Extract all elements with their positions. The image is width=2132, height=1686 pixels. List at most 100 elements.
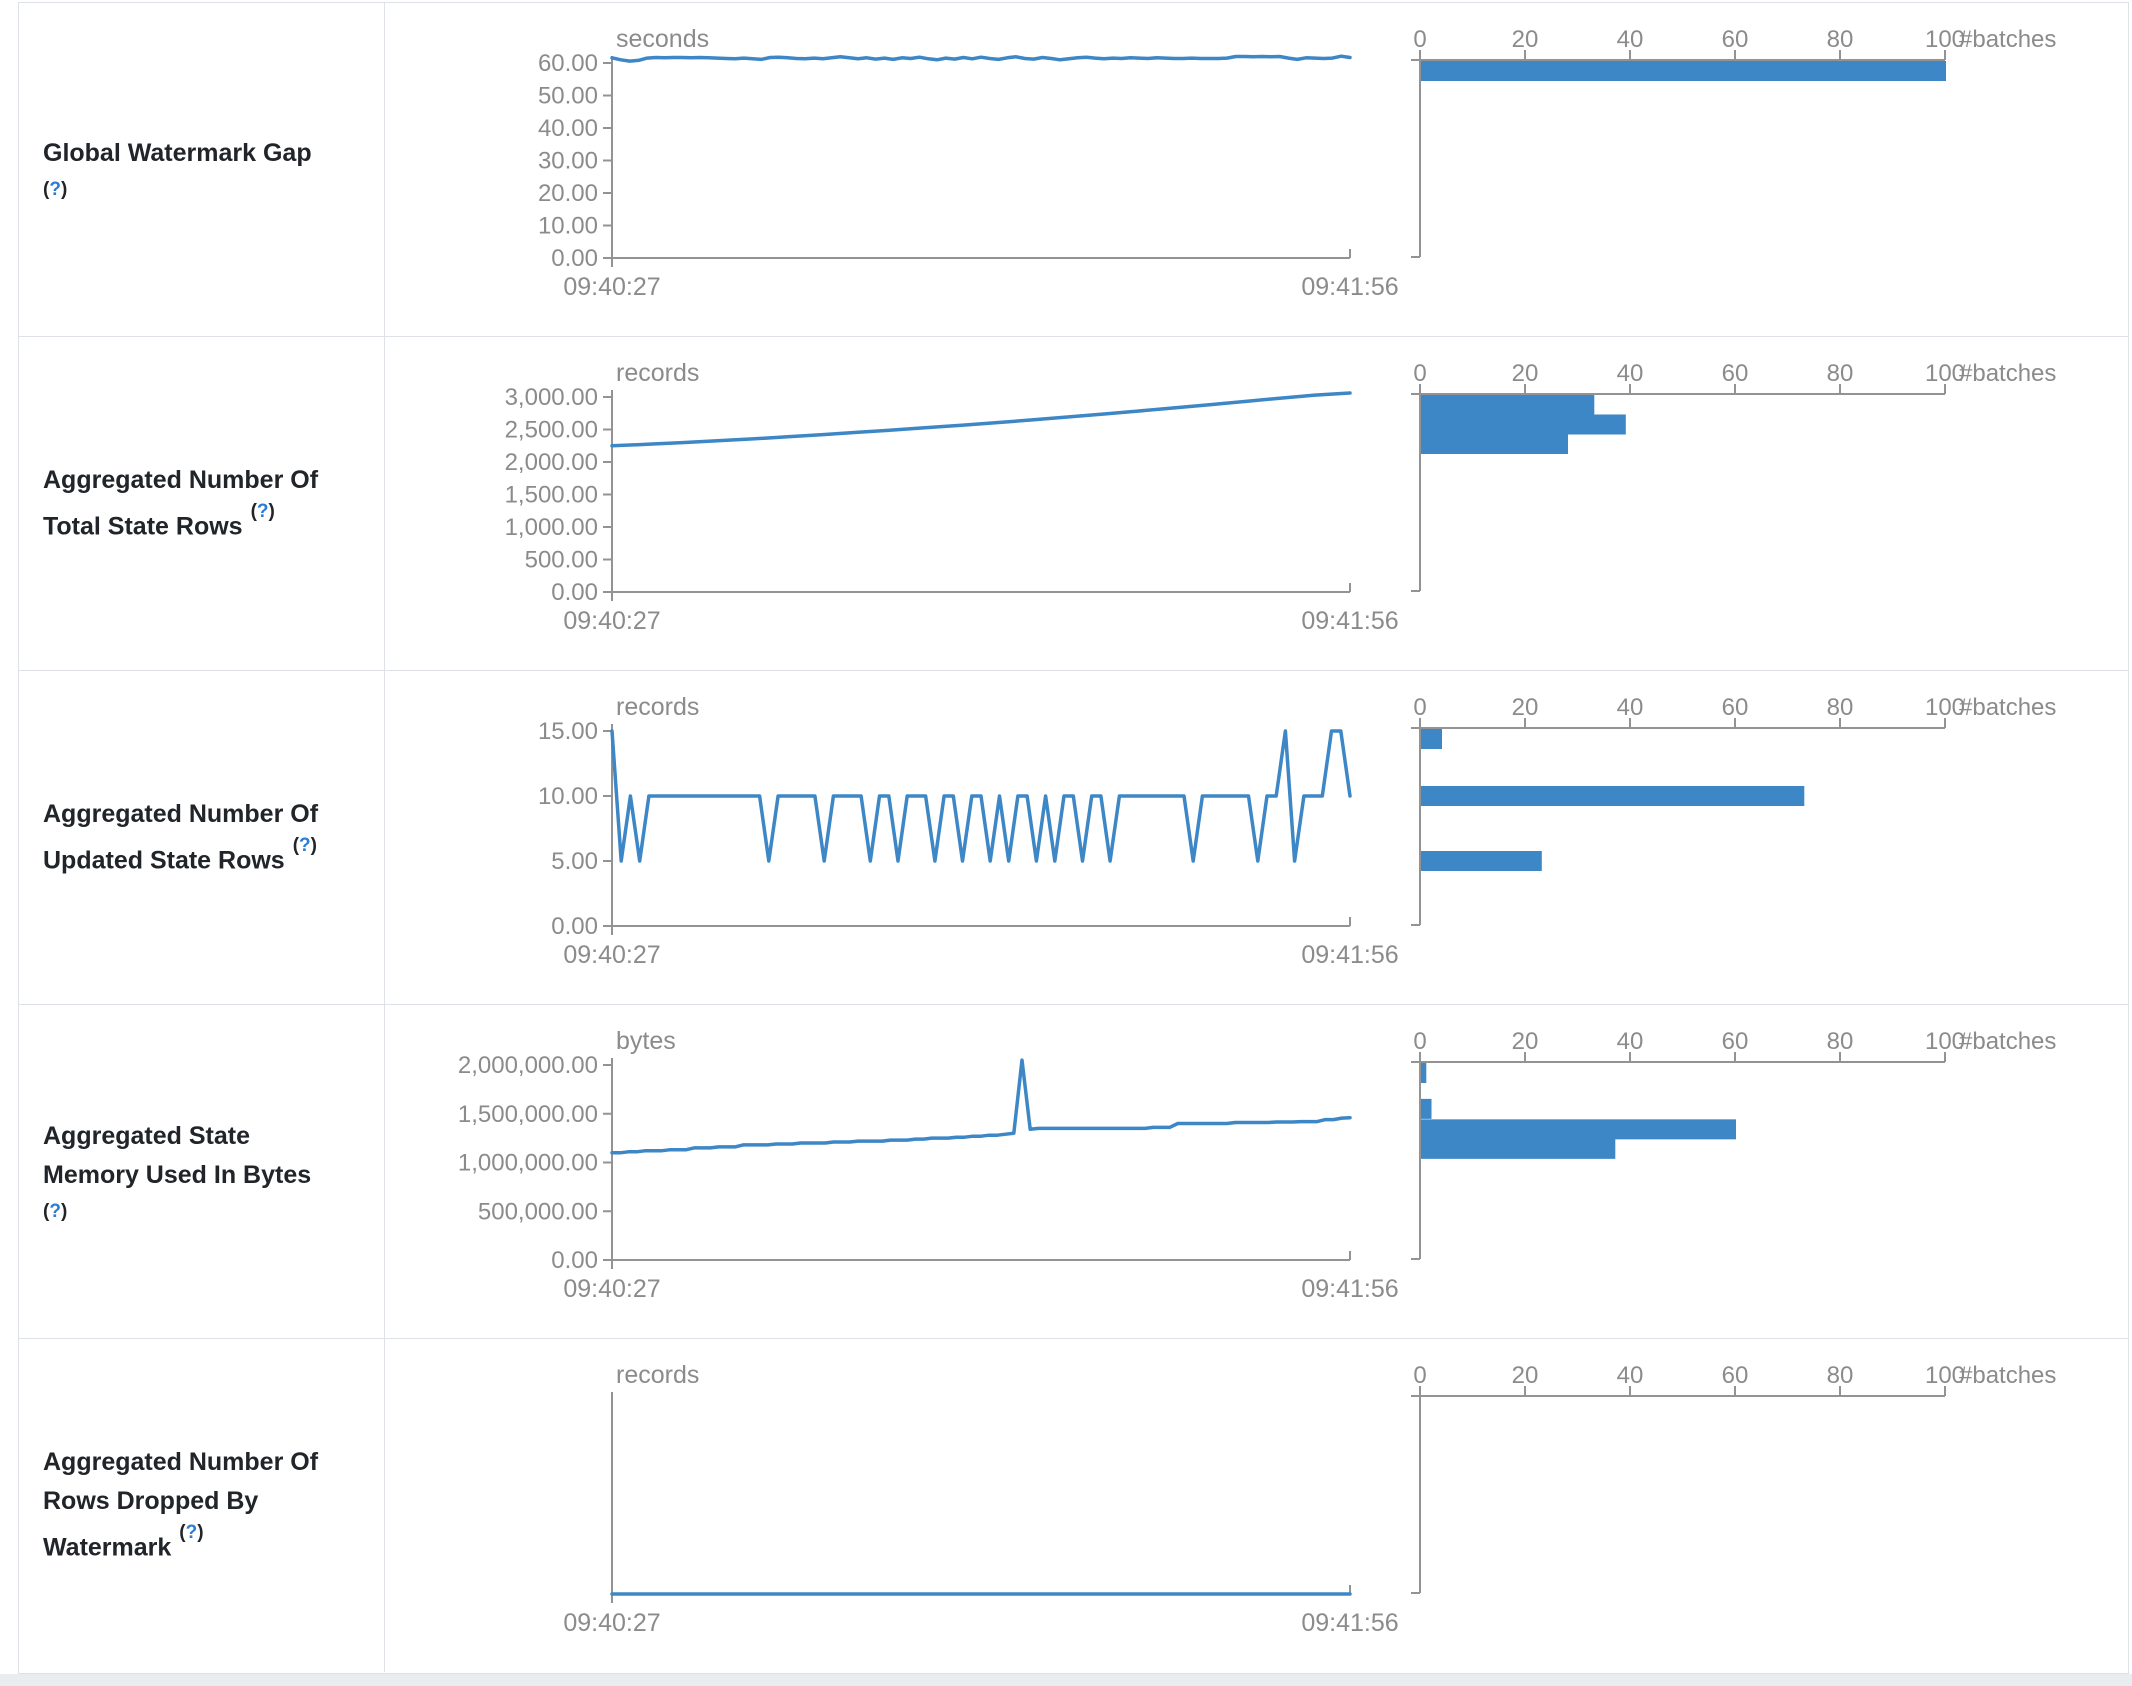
- hist-tick-label: 100: [1925, 26, 1965, 53]
- hist-tick-label: 80: [1827, 360, 1854, 387]
- paren-close: ): [310, 834, 317, 856]
- y-tick-label: 0.00: [551, 245, 598, 272]
- hist-axis-unit-label: #batches: [1959, 1028, 2056, 1055]
- hist-bar: [1421, 395, 1595, 415]
- hist-bar: [1421, 1063, 1427, 1083]
- rows-dropped-by-watermark-charts: records 09:40:27 09:41:56 0 20 40 60 80 100#batc…: [563, 1361, 2056, 1637]
- y-tick-label: 1,000.00: [505, 514, 598, 541]
- help-link[interactable]: ?: [49, 179, 61, 200]
- unit-label: records: [616, 1361, 699, 1389]
- metric-label-cell: Aggregated Number Of Rows Dropped By Wat…: [19, 1339, 385, 1672]
- unit-label: bytes: [616, 1027, 676, 1055]
- hist-tick-label: 80: [1827, 1362, 1854, 1389]
- hist-bar: [1421, 1098, 1432, 1119]
- metric-label: Aggregated Number Of Rows Dropped By Wat…: [43, 1443, 345, 1567]
- hist-bar: [1421, 786, 1805, 806]
- metric-label: Aggregated Number Of Updated State Rows(…: [43, 795, 345, 880]
- global-watermark-gap-charts: seconds 60.00 50.00 40.00 30.00 20.00 10.00 0.0…: [538, 25, 2056, 301]
- x-start-time-label: 09:40:27: [563, 1275, 660, 1303]
- help-link[interactable]: ?: [185, 1522, 198, 1544]
- hist-tick-label: 0: [1413, 26, 1426, 53]
- hist-tick-label: 100: [1925, 1362, 1965, 1389]
- x-end-time-label: 09:41:56: [1301, 941, 1398, 969]
- y-tick-label: 20.00: [538, 180, 598, 207]
- y-tick-label: 1,500.00: [505, 482, 598, 509]
- help-link-wrapper: (?): [43, 175, 312, 205]
- paren-open: (: [179, 1522, 186, 1544]
- y-tick-label: 10.00: [538, 213, 598, 240]
- help-link[interactable]: ?: [299, 834, 311, 856]
- help-link-wrapper: (?): [43, 1197, 345, 1227]
- x-end-time-label: 09:41:56: [1301, 607, 1398, 635]
- hist-tick-label: 0: [1413, 360, 1426, 387]
- metric-label: Aggregated State Memory Used In Bytes (?…: [43, 1117, 345, 1227]
- help-link-wrapper: (?): [293, 835, 317, 856]
- help-link-wrapper: (?): [179, 1522, 203, 1543]
- metric-label: Aggregated Number Of Total State Rows(?): [43, 461, 345, 546]
- hist-tick-label: 80: [1827, 694, 1854, 721]
- hist-tick-label: 20: [1512, 694, 1539, 721]
- unit-label: records: [616, 693, 699, 721]
- timeline-series-line: [610, 729, 1352, 863]
- hist-tick-label: 40: [1617, 694, 1644, 721]
- metric-label-cell: Aggregated Number Of Updated State Rows(…: [19, 671, 385, 1004]
- y-tick-label: 0.00: [551, 913, 598, 940]
- y-tick-label: 10.00: [538, 783, 598, 810]
- metric-row-updated-state-rows: Aggregated Number Of Updated State Rows(…: [19, 671, 2128, 1005]
- x-end-time-label: 09:41:56: [1301, 273, 1398, 301]
- hist-tick-label: 40: [1617, 1362, 1644, 1389]
- metric-row-total-state-rows: Aggregated Number Of Total State Rows(?)…: [19, 337, 2128, 671]
- hist-bar: [1421, 61, 1946, 81]
- y-tick-label: 2,000,000.00: [458, 1052, 598, 1079]
- y-tick-label: 500,000.00: [478, 1198, 598, 1225]
- paren-open: (: [250, 500, 257, 522]
- hist-tick-label: 20: [1512, 360, 1539, 387]
- y-tick-label: 3,000.00: [505, 384, 598, 411]
- help-link[interactable]: ?: [49, 1200, 61, 1222]
- hist-tick-label: 40: [1617, 360, 1644, 387]
- hist-bar: [1421, 1119, 1736, 1140]
- x-start-time-label: 09:40:27: [563, 941, 660, 969]
- timeline-series-line: [610, 54, 1352, 63]
- hist-tick-label: 100: [1925, 694, 1965, 721]
- paren-close: ): [60, 179, 68, 200]
- metric-title: Aggregated Number Of Total State Rows: [43, 465, 319, 541]
- hist-bar: [1421, 729, 1442, 749]
- y-tick-label: 60.00: [538, 50, 598, 77]
- unit-label: records: [616, 359, 699, 387]
- y-tick-label: 30.00: [538, 148, 598, 175]
- hist-tick-label: 60: [1722, 1028, 1749, 1055]
- metric-title: Global Watermark Gap: [43, 139, 312, 167]
- page-background-strip: [0, 1674, 2132, 1686]
- metric-row-global-watermark-gap: Global Watermark Gap (?) seconds 60.00 50.…: [19, 3, 2128, 337]
- y-tick-label: 1,000,000.00: [458, 1150, 598, 1177]
- hist-tick-label: 100: [1925, 1028, 1965, 1055]
- y-tick-label: 2,000.00: [505, 449, 598, 476]
- y-tick-label: 15.00: [538, 718, 598, 745]
- x-end-time-label: 09:41:56: [1301, 1275, 1398, 1303]
- x-start-time-label: 09:40:27: [563, 273, 660, 301]
- hist-bar: [1421, 851, 1542, 871]
- hist-tick-label: 0: [1413, 1028, 1426, 1055]
- state-memory-used-charts: bytes 2,000,000.00 1,500,000.00 1,000,000.0…: [458, 1027, 2057, 1303]
- unit-label: seconds: [616, 25, 709, 53]
- hist-axis-unit-label: #batches: [1959, 1362, 2056, 1389]
- hist-tick-label: 40: [1617, 1028, 1644, 1055]
- y-tick-label: 500.00: [525, 547, 598, 574]
- help-link[interactable]: ?: [256, 500, 269, 522]
- hist-bar: [1421, 414, 1626, 435]
- metric-label-cell: Aggregated State Memory Used In Bytes (?…: [19, 1005, 385, 1338]
- timeline-series-line: [610, 1058, 1352, 1155]
- x-start-time-label: 09:40:27: [563, 1609, 660, 1637]
- paren-open: (: [292, 834, 300, 856]
- timeline-series-line: [610, 391, 1352, 448]
- hist-axis-unit-label: #batches: [1959, 26, 2056, 53]
- hist-tick-label: 60: [1722, 1362, 1749, 1389]
- hist-bar: [1421, 1138, 1616, 1159]
- hist-tick-label: 0: [1413, 694, 1426, 721]
- y-tick-label: 1,500,000.00: [458, 1101, 598, 1128]
- hist-bar: [1421, 433, 1568, 454]
- y-tick-label: 2,500.00: [505, 417, 598, 444]
- hist-tick-label: 0: [1413, 1362, 1426, 1389]
